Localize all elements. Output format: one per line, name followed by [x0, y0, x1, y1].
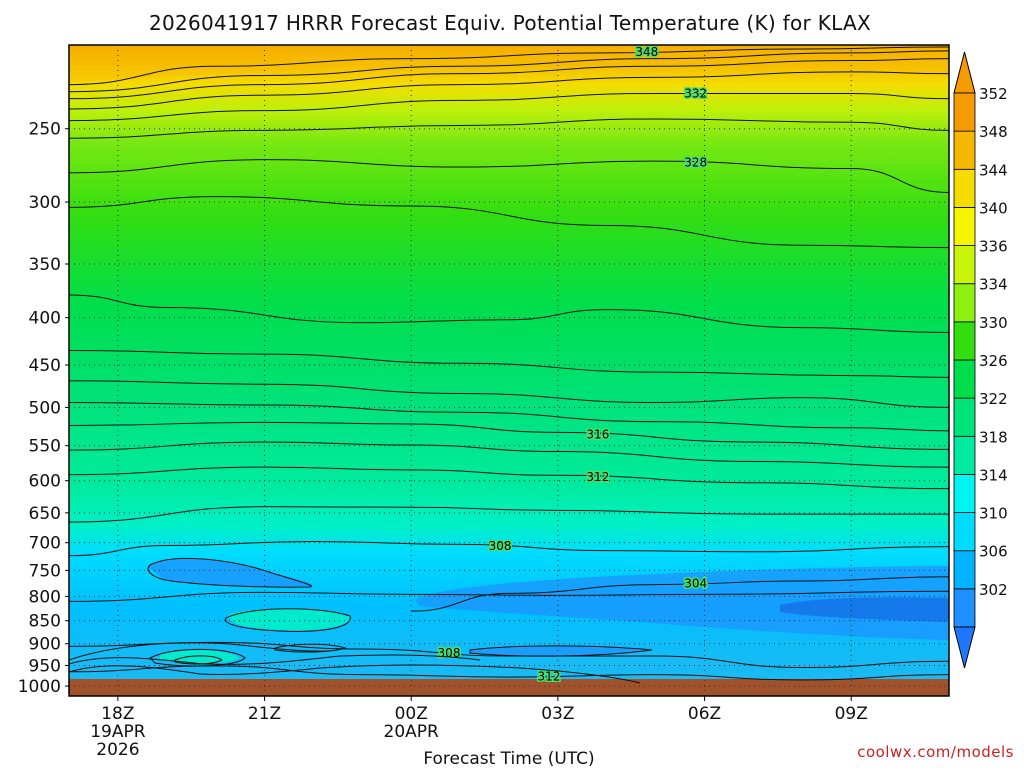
contour-line	[69, 46, 949, 86]
colorbar-segment	[953, 435, 976, 475]
x-tick-date: 19APR	[90, 722, 146, 742]
colorbar-segment	[953, 245, 976, 285]
y-tick-label: 850	[29, 612, 61, 632]
x-tick-label: 21Z	[248, 704, 281, 724]
contour-line	[69, 58, 949, 100]
contour-line	[69, 118, 949, 139]
x-tick-label: 18Z	[101, 704, 134, 724]
x-tick-label: 09Z	[835, 704, 868, 724]
colorbar-segment	[953, 550, 976, 590]
colorbar-segment	[953, 130, 976, 170]
y-tick-label: 900	[29, 635, 61, 655]
contour-line	[69, 196, 949, 249]
contour-line	[69, 159, 949, 194]
colorbar-label: 326	[979, 352, 1008, 370]
grid-lines	[69, 45, 949, 696]
y-tick-label: 350	[29, 255, 61, 275]
contour-line	[69, 92, 949, 122]
colorbar: 302 306 310 314 318 322 326 330 334 336 340 344 348 3…	[953, 51, 1008, 669]
contour-line	[69, 294, 949, 333]
colorbar-arrow-top	[953, 51, 976, 94]
colorbar-label: 336	[979, 238, 1008, 256]
colorbar-label: 322	[979, 390, 1008, 408]
y-tick-label: 500	[29, 398, 61, 418]
colorbar-segment	[953, 92, 976, 132]
colorbar-label: 310	[979, 505, 1008, 523]
x-tick-label: 03Z	[541, 704, 574, 724]
colorbar-label: 352	[979, 85, 1008, 103]
y-tick-label: 750	[29, 561, 61, 581]
y-tick-label: 450	[29, 356, 61, 376]
colorbar-arrow-bottom	[953, 626, 976, 669]
colorbar-segment	[953, 474, 976, 513]
contour-line	[69, 402, 949, 432]
colorbar-label: 330	[979, 314, 1008, 332]
colorbar-segment	[953, 283, 976, 323]
y-tick-label: 600	[29, 472, 61, 492]
colorbar-segment	[953, 512, 976, 552]
x-axis-label: Forecast Time (UTC)	[423, 749, 594, 768]
y-tick-label: 950	[29, 656, 61, 676]
contour-line	[69, 665, 949, 681]
colorbar-label: 306	[979, 543, 1008, 561]
contour-label: 308	[489, 539, 512, 553]
x-tick-label: 00Z	[395, 704, 428, 724]
colorbar-label: 318	[979, 428, 1008, 446]
y-tick-label: 800	[29, 587, 61, 607]
contour-line	[69, 541, 949, 557]
y-tick-label: 1000	[18, 677, 61, 697]
y-tick-label: 400	[29, 309, 61, 329]
contour-line	[411, 576, 949, 612]
contour-line	[69, 380, 949, 408]
chart-title: 2026041917 HRRR Forecast Equiv. Potentia…	[149, 11, 871, 35]
colorbar-label: 334	[979, 276, 1008, 294]
x-tick-label: 06Z	[688, 704, 721, 724]
colorbar-segment	[953, 359, 976, 399]
contour-line	[69, 441, 949, 468]
contour-label: 312	[586, 470, 609, 484]
colorbar-label: 302	[979, 581, 1008, 599]
x-tick-date: 20APR	[384, 722, 440, 742]
terrain-band	[69, 679, 949, 696]
contour-line	[69, 349, 949, 378]
colorbar-segment	[953, 207, 976, 246]
colorbar-label: 340	[979, 199, 1008, 217]
contour-label: 348	[635, 45, 658, 59]
contour-label: 316	[586, 427, 609, 441]
y-tick-label: 250	[29, 120, 61, 140]
y-tick-label: 700	[29, 534, 61, 554]
y-tick-label: 650	[29, 504, 61, 524]
contour-line	[69, 421, 949, 450]
colorbar-label: 314	[979, 466, 1008, 484]
contour-label: 332	[684, 86, 707, 100]
contour-line	[69, 466, 949, 490]
colorbar-label: 348	[979, 123, 1008, 141]
footer-credit: coolwx.com/models	[857, 743, 1014, 761]
x-tick-year: 2026	[96, 740, 139, 760]
colorbar-segment	[953, 168, 976, 208]
y-tick-label: 550	[29, 437, 61, 457]
contour-line	[69, 50, 949, 93]
y-axis: 250 300 350 400 450 500 550 600 650 700 750 800 850 9…	[18, 120, 69, 697]
contour-label: 304	[684, 577, 707, 591]
colorbar-segment	[953, 397, 976, 437]
colorbar-label: 344	[979, 161, 1008, 179]
contour-line	[69, 71, 949, 110]
colorbar-segment	[953, 321, 976, 361]
plot-frame	[68, 44, 950, 697]
y-tick-label: 300	[29, 193, 61, 213]
contour-label: 312	[538, 669, 561, 683]
contour-label: 328	[684, 156, 707, 170]
colorbar-segment	[953, 588, 976, 628]
contour-line	[69, 506, 949, 523]
